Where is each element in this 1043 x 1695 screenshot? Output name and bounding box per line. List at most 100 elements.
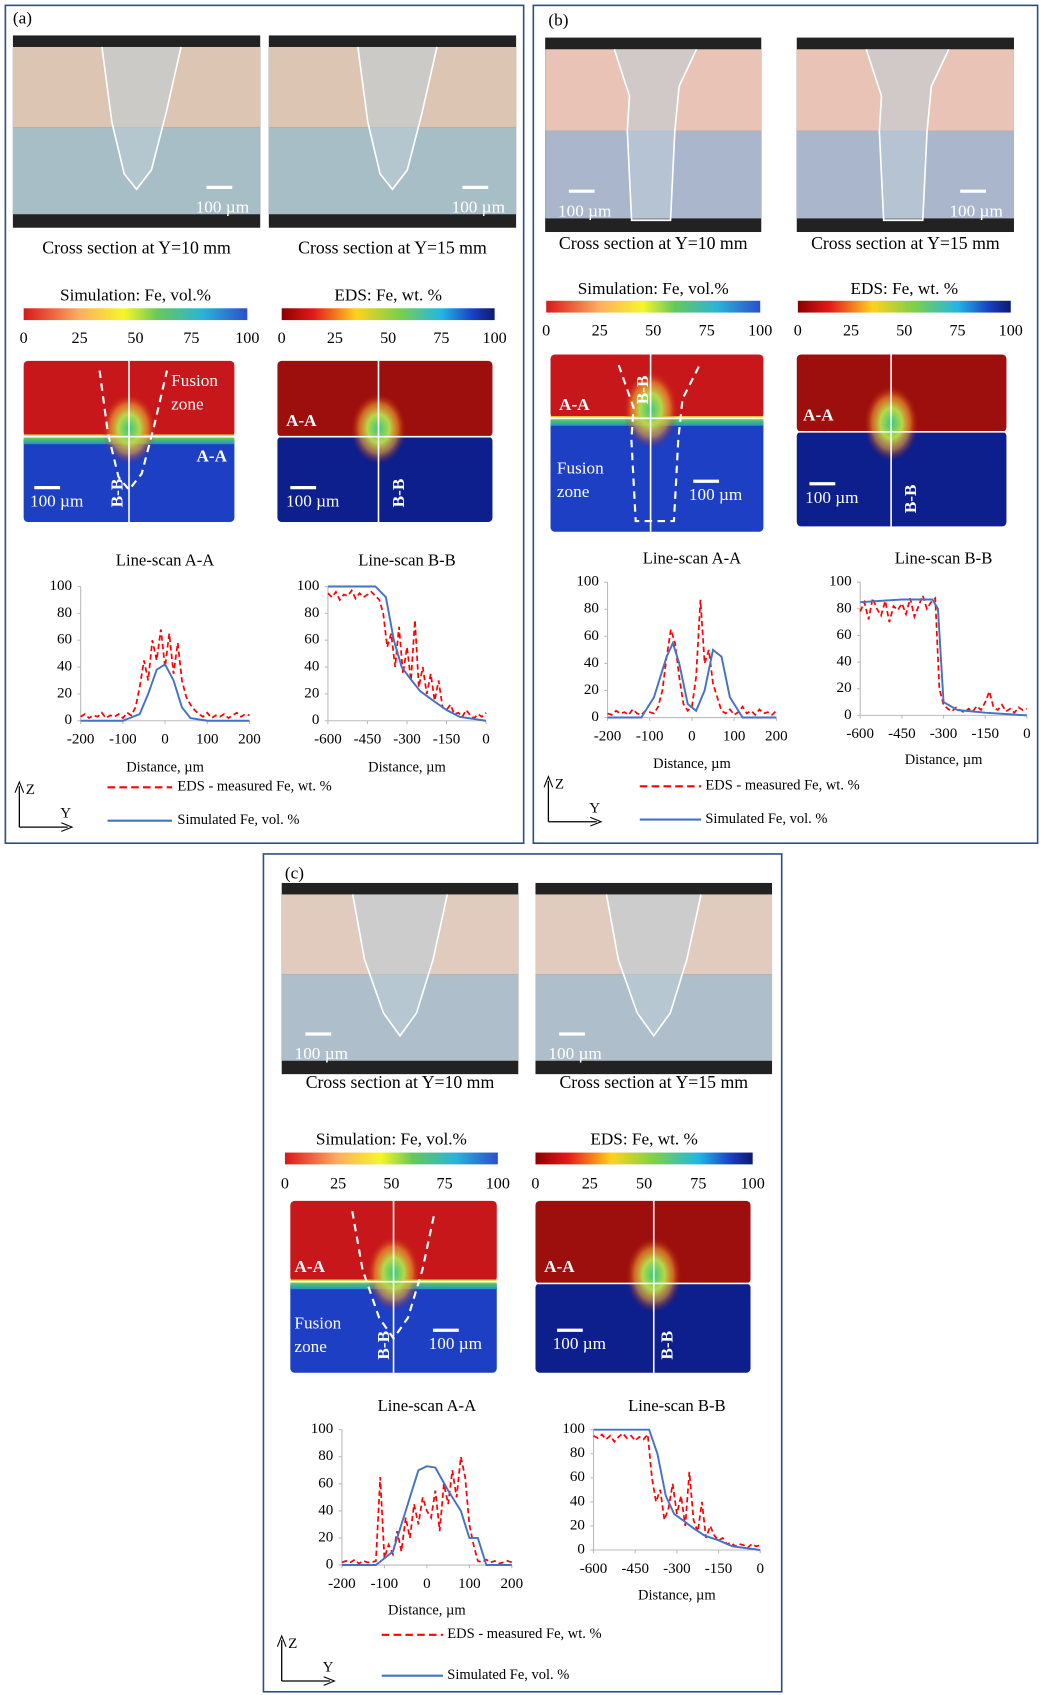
y-tick-label: 0: [326, 1556, 334, 1572]
colorbar-tick-label: 0: [542, 323, 550, 340]
micrograph-caption: Cross section at Y=10 mm: [42, 237, 231, 257]
axis-y-label: Y: [589, 800, 600, 816]
y-tick-label: 60: [57, 632, 72, 648]
colorbar-tick-label: 75: [949, 323, 965, 340]
scale-label: 100 µm: [295, 1044, 349, 1063]
micrograph-caption: Cross section at Y=10 mm: [559, 233, 748, 253]
eds-line: [328, 591, 486, 719]
y-tick-label: 0: [591, 709, 599, 725]
chart-title: Line-scan A-A: [378, 1396, 476, 1415]
x-tick-label: -100: [371, 1576, 399, 1592]
y-tick-label: 80: [570, 1445, 585, 1461]
y-tick-label: 60: [837, 627, 852, 643]
x-tick-label: -450: [354, 732, 382, 748]
zone-label: Fusion: [294, 1314, 341, 1333]
section-label: A-A: [196, 447, 227, 466]
y-tick-label: 20: [570, 1517, 585, 1533]
scale-label: 100 µm: [805, 488, 859, 507]
scale-label: 100 µm: [286, 492, 340, 511]
colorbar-title: Simulation: Fe, vol.%: [60, 285, 211, 304]
zone-label: zone: [171, 394, 204, 413]
axis-z-label: Z: [26, 782, 35, 798]
section-label: A-A: [803, 405, 834, 424]
section-label: A-A: [294, 1257, 325, 1276]
simulated-line: [860, 599, 1027, 715]
x-axis-label: Distance, µm: [638, 1588, 716, 1604]
colorbar-tick-label: 50: [383, 1175, 399, 1192]
colorbar-tick-label: 0: [531, 1175, 539, 1192]
zone-label: Fusion: [557, 459, 604, 478]
x-tick-label: -450: [621, 1561, 649, 1577]
colorbar-tick-label: 75: [690, 1175, 706, 1192]
colorbar-title: EDS: Fe, wt. %: [590, 1130, 697, 1149]
x-tick-label: -200: [67, 732, 95, 748]
scale-label: 100 µm: [949, 202, 1003, 221]
colorbar-tick-label: 50: [127, 330, 143, 347]
x-tick-label: -100: [636, 728, 664, 744]
y-tick-label: 40: [570, 1493, 585, 1509]
x-tick-label: -150: [971, 726, 999, 742]
legend-label: EDS - measured Fe, wt. %: [705, 778, 859, 794]
zone-label: zone: [294, 1337, 327, 1356]
y-tick-label: 0: [577, 1541, 585, 1557]
colorbar-tick-label: 75: [183, 330, 199, 347]
scale-label: 100 µm: [429, 1334, 483, 1353]
colorbar: [24, 308, 248, 320]
x-tick-label: 0: [1023, 726, 1031, 742]
y-tick-label: 40: [304, 659, 319, 675]
colorbar-tick-label: 25: [843, 323, 859, 340]
colorbar-tick-label: 50: [896, 323, 912, 340]
scale-label: 100 µm: [30, 492, 84, 511]
colorbar-tick-label: 75: [437, 1175, 453, 1192]
y-tick-label: 40: [837, 654, 852, 670]
x-axis-label: Distance, µm: [126, 759, 204, 775]
colorbar: [282, 308, 495, 320]
x-axis-label: Distance, µm: [388, 1603, 466, 1619]
colorbar-tick-label: 100: [741, 1175, 765, 1192]
y-tick-label: 100: [576, 574, 599, 590]
colorbar-tick-label: 100: [483, 330, 507, 347]
colorbar-tick-label: 0: [281, 1175, 289, 1192]
section-label: B-B: [389, 479, 408, 508]
colorbar-tick-label: 100: [999, 323, 1023, 340]
colorbar-tick-label: 100: [486, 1175, 510, 1192]
x-tick-label: -300: [393, 732, 421, 748]
y-tick-label: 100: [297, 578, 320, 594]
colorbar-tick-label: 25: [592, 323, 608, 340]
legend-label: EDS - measured Fe, wt. %: [177, 779, 331, 795]
x-tick-label: 0: [423, 1576, 431, 1592]
chart-title: Line-scan A-A: [643, 548, 741, 567]
x-tick-label: -200: [594, 728, 622, 744]
y-tick-label: 80: [304, 605, 319, 621]
legend-label: Simulated Fe, vol. %: [705, 811, 827, 827]
y-tick-label: 20: [304, 685, 319, 701]
x-tick-label: -100: [109, 732, 137, 748]
colorbar: [535, 1153, 752, 1165]
x-tick-label: -200: [328, 1576, 356, 1592]
scale-label: 100 µm: [452, 197, 506, 216]
colorbar-title: Simulation: Fe, vol.%: [578, 279, 729, 298]
y-tick-label: 100: [49, 578, 72, 594]
x-axis-label: Distance, µm: [653, 756, 731, 772]
chart-title: Line-scan B-B: [628, 1396, 726, 1415]
colorbar-tick-label: 50: [380, 330, 396, 347]
x-axis-label: Distance, µm: [905, 752, 983, 768]
colorbar-tick-label: 75: [433, 330, 449, 347]
x-tick-label: 0: [688, 728, 696, 744]
colorbar-tick-label: 0: [794, 323, 802, 340]
x-tick-label: 100: [723, 728, 746, 744]
micrograph-caption: Cross section at Y=15 mm: [811, 233, 1000, 253]
micrograph-caption: Cross section at Y=15 mm: [298, 237, 487, 257]
eds-line: [81, 629, 250, 718]
x-tick-label: 100: [458, 1576, 481, 1592]
chart-title: Line-scan B-B: [895, 548, 993, 567]
colorbar-title: EDS: Fe, wt. %: [851, 279, 958, 298]
legend-label: Simulated Fe, vol. %: [177, 812, 299, 828]
colorbar-tick-label: 75: [699, 323, 715, 340]
page: {"panels": [ {"label": "(a)", "micrograp…: [0, 0, 1043, 1695]
panel-label: (a): [13, 8, 32, 27]
y-tick-label: 100: [311, 1421, 334, 1437]
x-tick-label: 0: [756, 1561, 764, 1577]
micrograph-caption: Cross section at Y=10 mm: [306, 1072, 495, 1092]
chart-title: Line-scan B-B: [358, 551, 456, 570]
